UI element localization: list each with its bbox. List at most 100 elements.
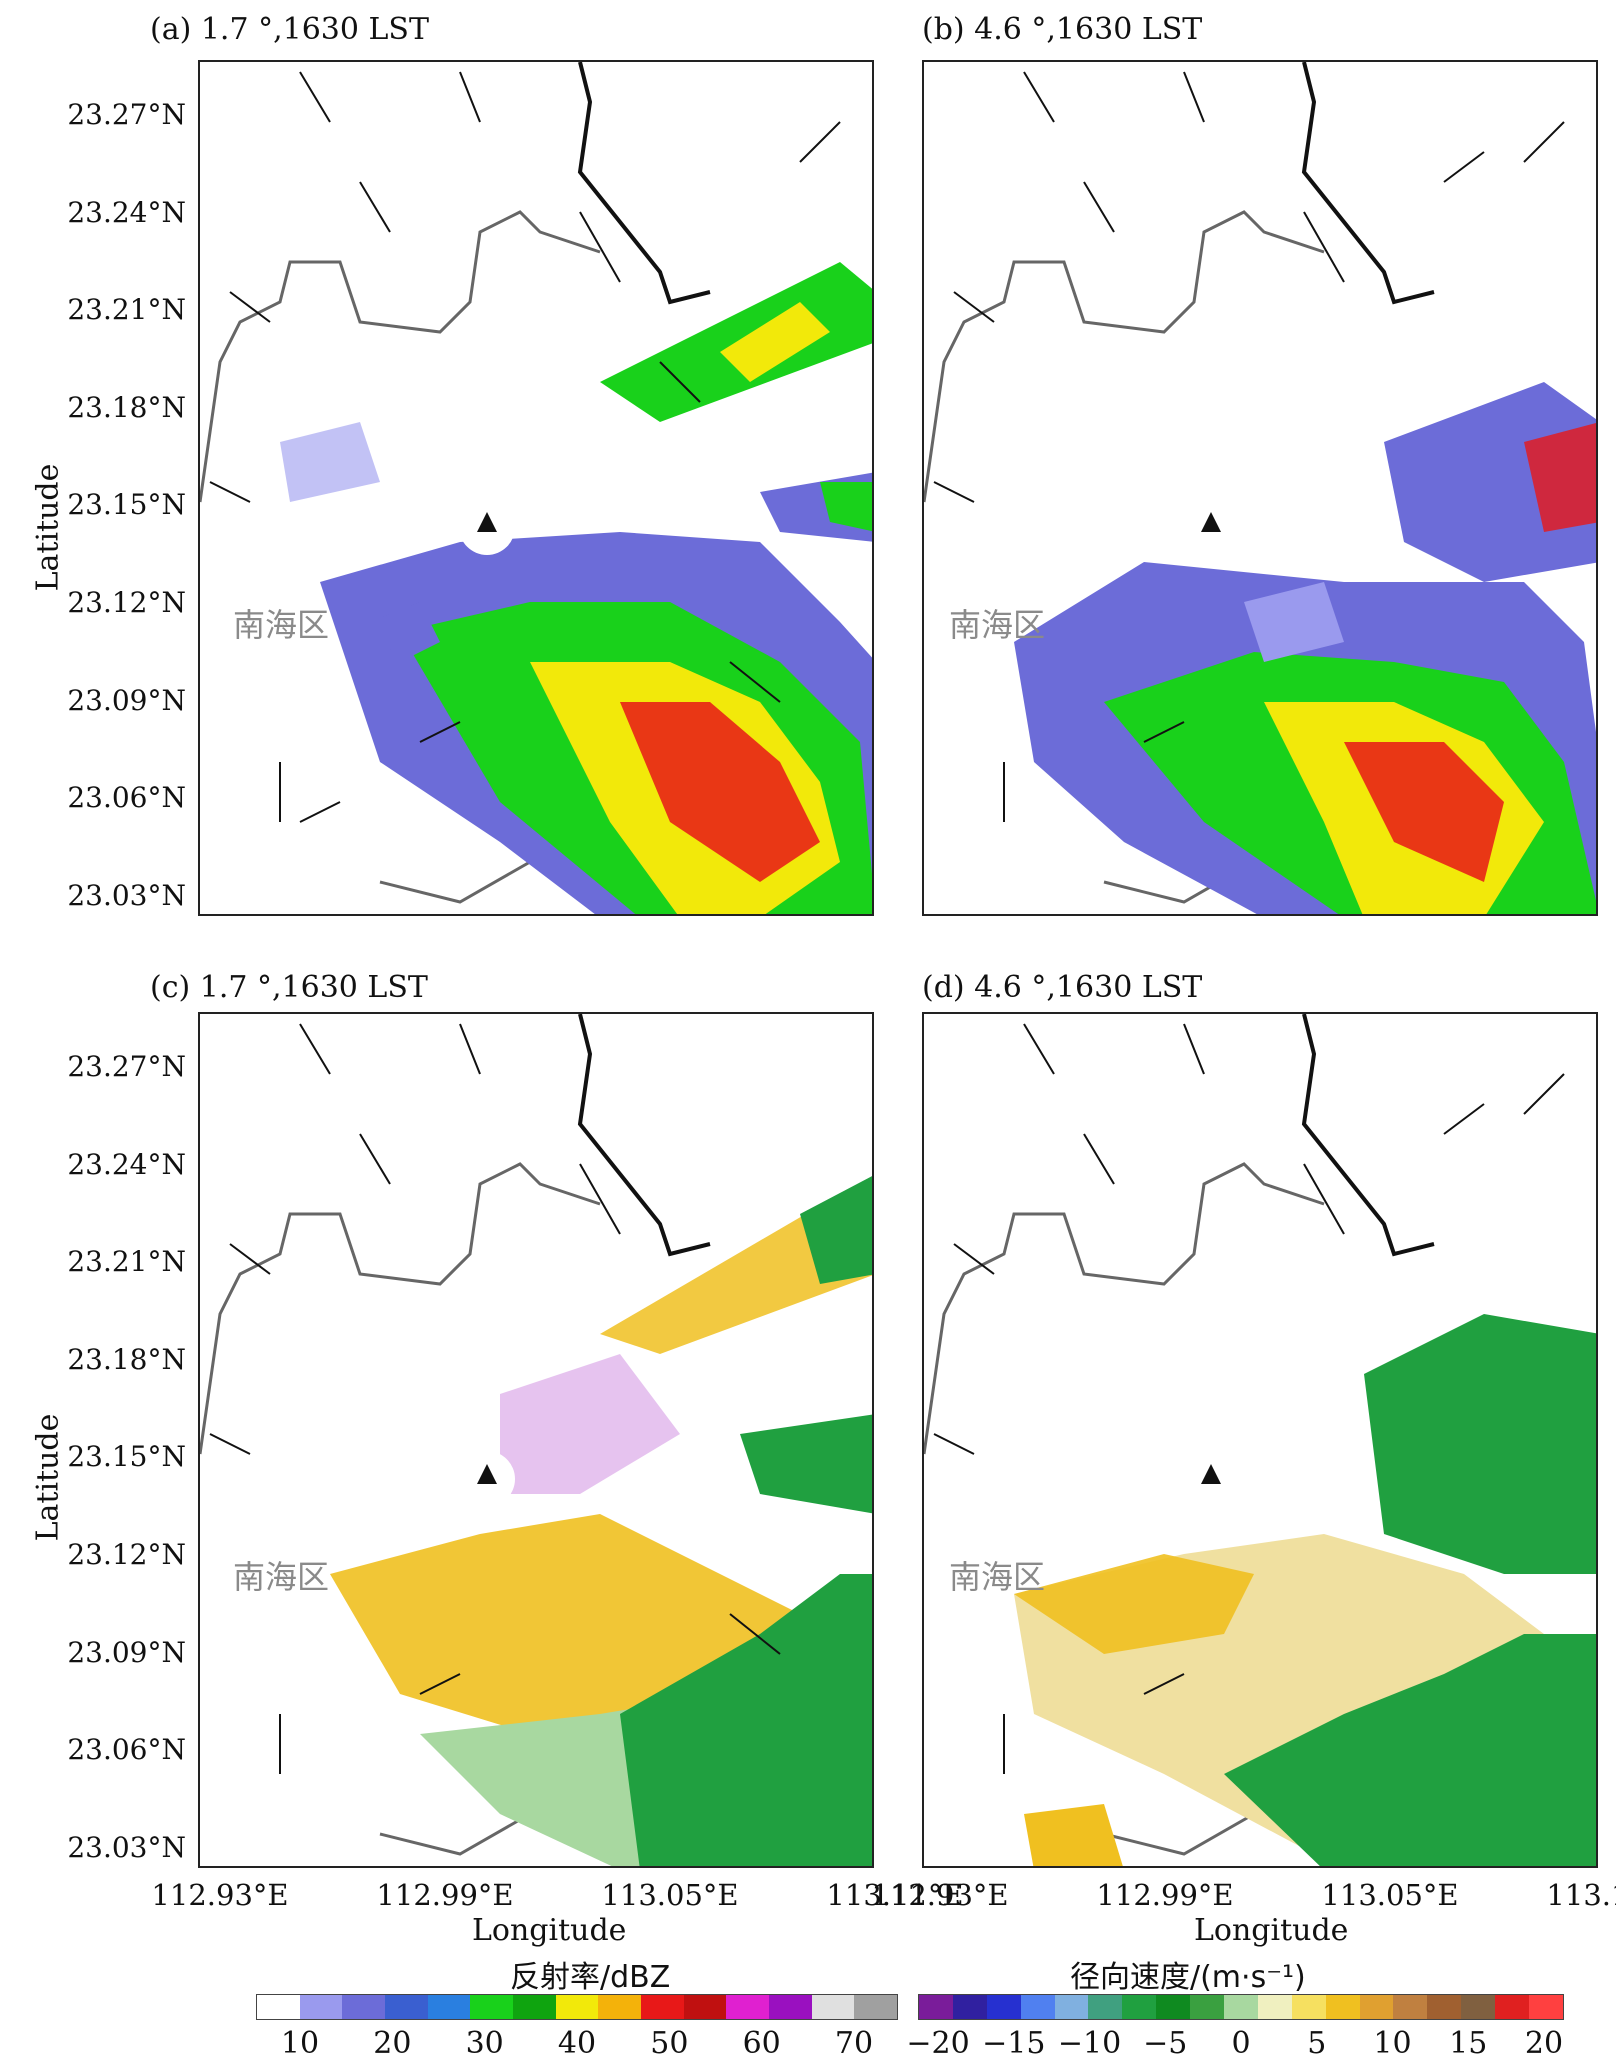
reflectivity-swatch (385, 1995, 428, 2019)
reflectivity-swatch (299, 1995, 343, 2019)
colorbar-tick-label: 10 (280, 2026, 320, 2061)
colorbar-tick-label: 30 (465, 2026, 504, 2061)
velocity-swatch (1461, 1995, 1496, 2019)
lat-tick-label: 23.21°N (67, 1245, 186, 1279)
panel-b-district-label: 南海区 (949, 606, 1046, 644)
reflectivity-swatch (257, 1995, 300, 2019)
velocity-swatch (986, 1995, 1021, 2019)
colorbar-tick-label: 20 (1524, 2026, 1564, 2061)
lon-tick-label: 112.99°E (1096, 1878, 1234, 1912)
lon-tick-label: 113.11°E (826, 1878, 964, 1912)
panel-c-radar (200, 1014, 872, 1866)
panel-b-radar (924, 62, 1596, 914)
panel-d-title: (d) 4.6 °,1630 LST (922, 970, 1203, 1005)
reflectivity-bar-title: 反射率/dBZ (510, 1960, 671, 1995)
lon-tick-label: 112.99°E (376, 1878, 514, 1912)
lon-tick-label: 113.05°E (1321, 1878, 1459, 1912)
reflectivity-swatch (555, 1995, 599, 2019)
colorbar-tick-label: 10 (1373, 2026, 1412, 2061)
velocity-colorbar (918, 1994, 1564, 2020)
lat-tick-label: 23.15°N (67, 1440, 186, 1474)
colorbar-tick-label: 60 (742, 2026, 781, 2061)
colorbar-tick-label: 5 (1307, 2026, 1327, 2061)
velocity-swatch (1156, 1995, 1191, 2019)
lat-tick-label: 23.12°N (67, 586, 186, 619)
velocity-swatch (1291, 1995, 1326, 2019)
colorbar-tick-label: 15 (1449, 2026, 1488, 2061)
lat-tick-label: 23.06°N (67, 781, 186, 815)
panel-a-district-label: 南海区 (233, 606, 330, 644)
velocity-swatch (1020, 1995, 1055, 2019)
colorbar-tick-label: −5 (1143, 2026, 1188, 2061)
lat-tick-label: 23.24°N (67, 195, 186, 229)
velocity-swatch (919, 1995, 953, 2019)
velocity-swatch (952, 1995, 987, 2019)
reflectivity-swatch (598, 1995, 642, 2019)
reflectivity-swatch (641, 1995, 684, 2019)
velocity-swatch (1393, 1995, 1428, 2019)
reflectivity-swatch (342, 1995, 386, 2019)
panel-d-radar (924, 1014, 1596, 1866)
lon-tick-label: 113.05°E (601, 1878, 739, 1912)
lat-tick-label: 23.12°N (67, 1538, 186, 1571)
colorbar-tick-label: −10 (1057, 2026, 1122, 2061)
reflectivity-swatch (854, 1995, 898, 2019)
lat-tick-label: 23.03°N (67, 878, 186, 912)
lat-tick-label: 23.27°N (67, 98, 186, 131)
lon-tick-label: 113.11°E (1546, 1878, 1616, 1912)
panel-c-map (198, 1012, 874, 1868)
lat-tick-label: 23.24°N (67, 1147, 186, 1181)
x-axis-label-left: Longitude (472, 1913, 627, 1948)
colorbar-tick-label: −20 (906, 2026, 970, 2061)
lat-tick-label: 23.09°N (67, 1635, 186, 1669)
panel-d-district-label: 南海区 (949, 1558, 1046, 1596)
lat-tick-label: 23.21°N (67, 293, 186, 327)
colorbar-tick-label: −15 (982, 2026, 1046, 2061)
colorbar-tick-label: 50 (650, 2026, 689, 2061)
velocity-swatch (1359, 1995, 1394, 2019)
lon-tick-label: 112.93°E (151, 1878, 289, 1912)
velocity-swatch (1529, 1995, 1563, 2019)
velocity-bar-title: 径向速度/(m·s⁻¹) (1070, 1960, 1306, 1995)
reflectivity-swatch (683, 1995, 727, 2019)
velocity-swatch (1088, 1995, 1123, 2019)
velocity-swatch (1427, 1995, 1462, 2019)
velocity-swatch (1495, 1995, 1530, 2019)
lat-tick-label: 23.09°N (67, 683, 186, 717)
reflectivity-swatch (427, 1995, 471, 2019)
reflectivity-swatch (726, 1995, 770, 2019)
panel-a-radar (200, 62, 872, 914)
reflectivity-swatch (513, 1995, 556, 2019)
panel-a-map (198, 60, 874, 916)
reflectivity-colorbar (256, 1994, 898, 2020)
velocity-swatch (1190, 1995, 1225, 2019)
lat-tick-label: 23.18°N (67, 1342, 186, 1376)
colorbar-tick-label: 40 (557, 2026, 597, 2061)
lat-tick-label: 23.18°N (67, 390, 186, 424)
colorbar-tick-label: 0 (1231, 2026, 1251, 2061)
reflectivity-swatch (470, 1995, 514, 2019)
lon-tick-label: 112.93°E (871, 1878, 1009, 1912)
panel-a-title: (a) 1.7 °,1630 LST (150, 12, 429, 47)
colorbar-tick-label: 70 (834, 2026, 874, 2061)
velocity-swatch (1122, 1995, 1157, 2019)
velocity-swatch (1325, 1995, 1360, 2019)
colorbar-tick-label: 20 (373, 2026, 412, 2061)
lat-tick-label: 23.15°N (67, 488, 186, 522)
panel-c-district-label: 南海区 (233, 1558, 330, 1596)
x-axis-label-right: Longitude (1194, 1913, 1349, 1948)
y-axis-label-bottom: Latitude (30, 1413, 66, 1542)
y-axis-label-top: Latitude (30, 463, 66, 592)
panel-c-title: (c) 1.7 °,1630 LST (150, 970, 428, 1005)
panel-b-title: (b) 4.6 °,1630 LST (922, 12, 1203, 47)
lat-tick-label: 23.06°N (67, 1733, 186, 1767)
lat-tick-label: 23.27°N (67, 1050, 186, 1083)
reflectivity-swatch (811, 1995, 855, 2019)
lat-tick-label: 23.03°N (67, 1830, 186, 1864)
velocity-swatch (1224, 1995, 1258, 2019)
reflectivity-swatch (769, 1995, 812, 2019)
panel-b-map (922, 60, 1598, 916)
panel-d-map (922, 1012, 1598, 1868)
velocity-swatch (1054, 1995, 1089, 2019)
velocity-swatch (1257, 1995, 1292, 2019)
